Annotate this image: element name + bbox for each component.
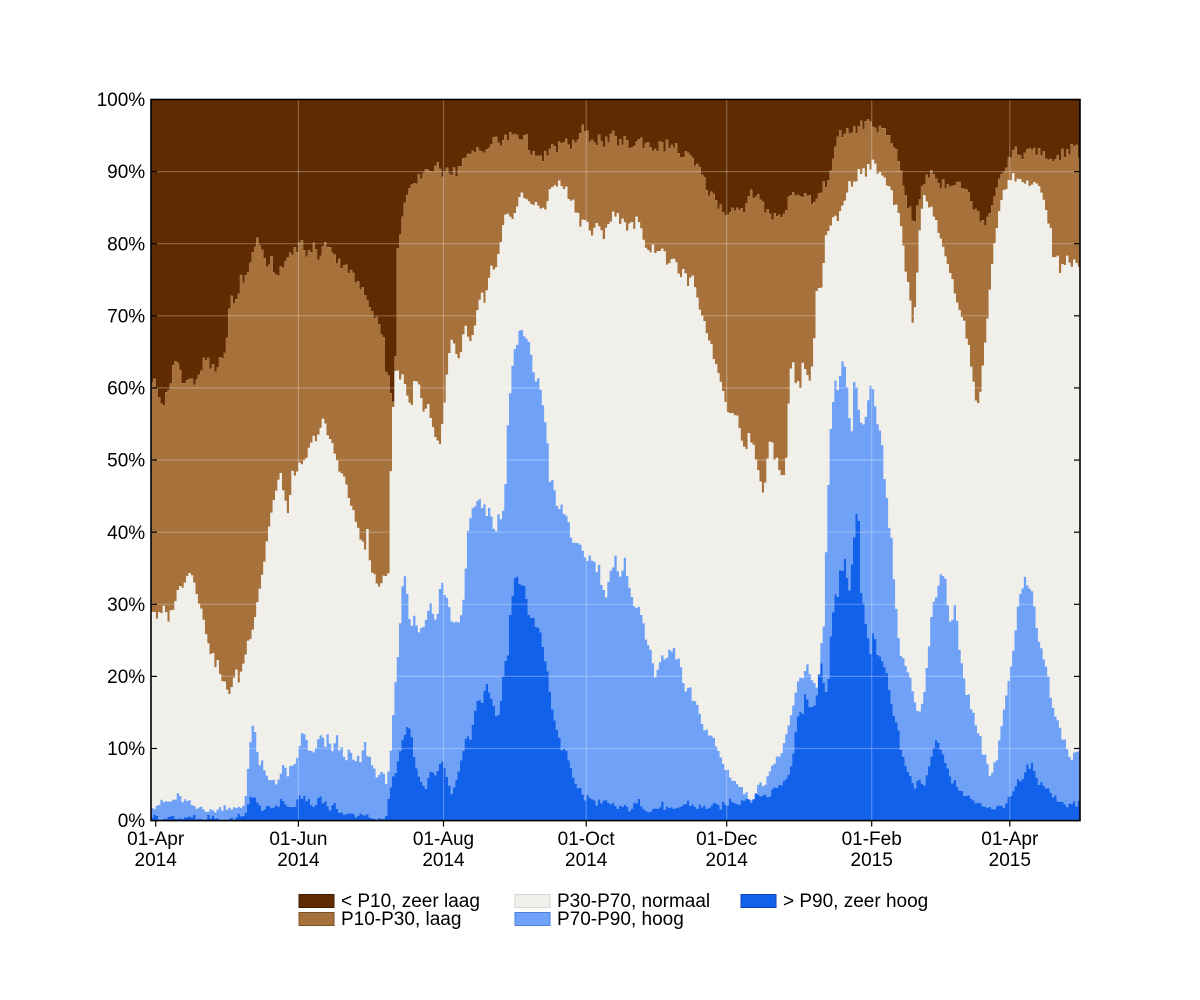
svg-text:2014: 2014 (135, 850, 178, 871)
svg-text:2014: 2014 (706, 850, 749, 871)
svg-text:01-Dec: 01-Dec (696, 829, 757, 850)
svg-text:< P10, zeer laag: < P10, zeer laag (341, 891, 480, 912)
svg-text:90%: 90% (107, 162, 145, 183)
svg-text:100%: 100% (97, 90, 146, 111)
svg-text:2015: 2015 (851, 850, 893, 871)
svg-text:80%: 80% (107, 234, 145, 255)
svg-text:> P90, zeer hoog: > P90, zeer hoog (783, 891, 928, 912)
svg-text:70%: 70% (107, 306, 145, 327)
svg-text:P10-P30, laag: P10-P30, laag (341, 909, 461, 930)
svg-text:01-Oct: 01-Oct (558, 829, 616, 850)
svg-text:2014: 2014 (565, 850, 608, 871)
svg-text:2014: 2014 (277, 850, 320, 871)
svg-text:60%: 60% (107, 379, 145, 400)
svg-text:0%: 0% (118, 811, 146, 832)
svg-text:01-Aug: 01-Aug (413, 829, 474, 850)
svg-text:20%: 20% (107, 667, 145, 688)
svg-text:2015: 2015 (989, 850, 1031, 871)
svg-text:P70-P90, hoog: P70-P90, hoog (557, 909, 684, 930)
svg-text:2014: 2014 (422, 850, 465, 871)
svg-text:P30-P70, normaal: P30-P70, normaal (557, 891, 710, 912)
svg-text:01-Jun: 01-Jun (269, 829, 327, 850)
svg-text:40%: 40% (107, 523, 145, 544)
svg-text:01-Apr: 01-Apr (127, 829, 185, 850)
svg-text:10%: 10% (107, 739, 145, 760)
svg-text:01-Apr: 01-Apr (981, 829, 1039, 850)
svg-text:50%: 50% (107, 451, 145, 472)
svg-text:30%: 30% (107, 595, 145, 616)
svg-text:01-Feb: 01-Feb (842, 829, 902, 850)
